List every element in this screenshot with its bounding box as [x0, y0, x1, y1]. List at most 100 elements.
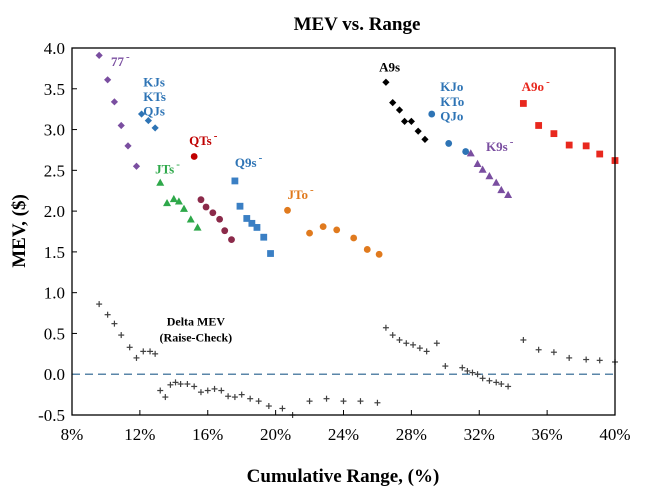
point-series-3-4	[179, 204, 188, 212]
annotation-label: A9s	[379, 60, 400, 75]
point-series-11-3	[118, 332, 125, 339]
point-series-11-41	[442, 363, 449, 370]
x-tick-label: 40%	[599, 425, 630, 444]
point-series-11-11	[167, 381, 174, 388]
point-series-9-6	[504, 190, 513, 198]
point-series-5-1	[236, 202, 244, 210]
point-series-11-15	[191, 383, 198, 390]
point-series-0-1	[104, 76, 112, 84]
point-series-10-1	[535, 122, 543, 129]
point-series-5-2	[243, 215, 251, 222]
plot-frame	[71, 47, 616, 416]
point-series-11-33	[382, 324, 389, 331]
point-series-0-5	[132, 162, 141, 170]
point-series-11-0	[96, 301, 103, 308]
point-series-11-24	[255, 398, 262, 405]
point-series-10-4	[582, 142, 590, 150]
point-series-6-6	[375, 250, 383, 258]
point-series-0-0	[95, 51, 103, 59]
point-series-11-51	[520, 336, 527, 343]
point-series-7-4	[407, 117, 415, 125]
x-tick-label: 8%	[61, 425, 84, 444]
point-series-7-3	[400, 117, 409, 125]
point-series-3-0	[156, 178, 165, 186]
x-tick-label: 12%	[124, 425, 155, 444]
point-series-11-5	[133, 354, 140, 361]
x-tick-label: 24%	[328, 425, 359, 444]
annotation-label: KJo	[440, 79, 463, 94]
point-series-11-13	[177, 381, 184, 388]
point-series-11-26	[279, 405, 286, 412]
point-series-9-5	[497, 185, 506, 194]
point-series-4-2	[209, 209, 217, 217]
point-series-5-3	[248, 219, 256, 227]
point-series-3-1	[163, 198, 172, 207]
y-tick-label: 3.0	[44, 121, 65, 140]
point-series-11-28	[306, 398, 313, 405]
point-series-5-6	[267, 250, 274, 257]
axes-layer: 8% 12% 16% 20% 24% 28% 32% 36% 40% -0.5 0.0 0.5 1.0 1…	[38, 39, 631, 444]
point-series-1-0	[137, 110, 146, 118]
annotation-label: (Raise-Check)	[160, 331, 233, 345]
point-series-5-0	[231, 177, 239, 185]
point-series-11-7	[147, 348, 154, 355]
point-series-8-2	[462, 148, 470, 155]
point-series-11-4	[126, 344, 133, 351]
point-series-11-47	[486, 377, 493, 384]
point-series-3-5	[186, 215, 195, 223]
point-series-11-10	[162, 394, 169, 401]
point-series-11-14	[184, 381, 191, 388]
point-series-11-9	[157, 387, 164, 394]
point-series-9-3	[485, 172, 494, 180]
point-series-11-38	[416, 345, 423, 352]
point-series-11-31	[357, 398, 364, 405]
point-series-11-49	[498, 381, 505, 388]
point-series-0-4	[124, 142, 132, 150]
point-series-6-0	[284, 206, 291, 214]
point-series-11-56	[596, 357, 603, 364]
point-series-11-2	[111, 320, 118, 327]
point-series-7-5	[414, 127, 422, 135]
point-series-4-5	[228, 236, 235, 244]
x-axis-label: Cumulative Range, (%)	[247, 466, 440, 487]
annotation-label: QJo	[440, 109, 463, 124]
point-series-7-1	[389, 99, 397, 107]
point-series-10-3	[565, 141, 573, 149]
point-series-11-35	[396, 336, 403, 343]
chart-title: MEV vs. Range	[294, 14, 421, 35]
point-series-4-3	[216, 215, 224, 223]
annotation-label: KJs	[143, 74, 165, 89]
annotation-label: JTs -	[155, 159, 180, 177]
point-series-11-48	[493, 379, 500, 386]
x-tick-label: 16%	[192, 425, 223, 444]
x-tick-label: 28%	[396, 425, 427, 444]
point-series-11-39	[423, 348, 430, 355]
point-series-9-1	[473, 159, 482, 168]
point-series-9-4	[492, 178, 501, 186]
point-series-11-18	[211, 385, 218, 392]
point-series-11-32	[374, 399, 381, 406]
annotation-label: 77-	[111, 51, 130, 69]
point-series-11-42	[459, 364, 466, 371]
annotation-label: Delta MEV	[167, 314, 226, 328]
point-series-11-22	[238, 391, 245, 398]
point-series-10-0	[519, 100, 527, 107]
point-series-10-5	[596, 150, 604, 158]
point-series-8-0	[428, 110, 436, 118]
y-tick-label: 4.0	[44, 39, 65, 58]
point-series-7-6	[421, 135, 429, 143]
point-series-5-5	[260, 233, 268, 241]
annotation-label: JTo -	[288, 184, 314, 202]
y-axis-label: MEV, ($)	[9, 194, 30, 268]
point-series-5-4	[253, 224, 261, 231]
y-tick-label: 0.0	[44, 365, 65, 384]
point-series-1-2	[151, 124, 159, 132]
point-series-11-37	[410, 341, 417, 348]
point-series-11-19	[218, 387, 225, 394]
y-tick-label: 3.5	[44, 80, 65, 99]
point-series-0-2	[110, 98, 119, 106]
y-tick-label: -0.5	[38, 406, 65, 425]
point-series-11-25	[265, 403, 272, 410]
